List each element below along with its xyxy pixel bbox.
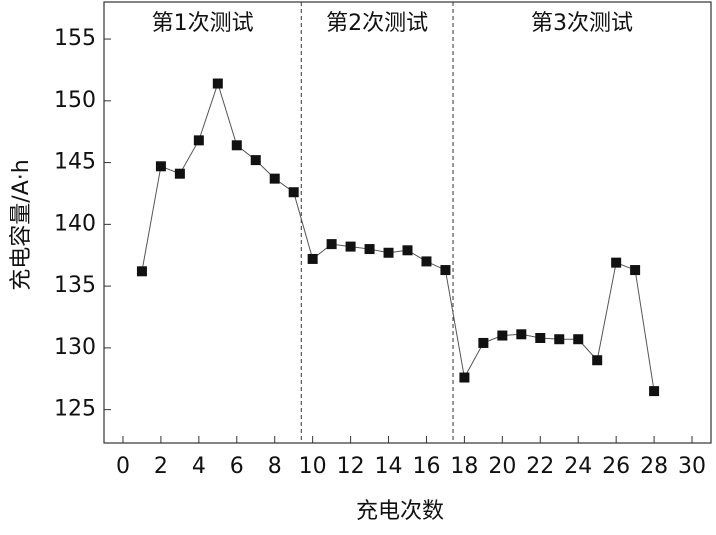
x-tick-label: 12 <box>337 454 365 479</box>
marker <box>136 266 147 277</box>
marker <box>364 244 375 255</box>
section-label: 第2次测试 <box>326 11 428 36</box>
x-tick-label: 2 <box>154 454 168 479</box>
marker <box>345 241 356 252</box>
x-axis-label: 充电次数 <box>356 499 444 524</box>
marker <box>630 265 641 276</box>
marker <box>516 329 527 340</box>
marker <box>611 257 622 268</box>
marker <box>383 247 394 258</box>
marker <box>535 333 546 343</box>
x-tick-label: 14 <box>375 454 403 479</box>
marker <box>592 355 603 366</box>
marker <box>421 256 432 267</box>
marker <box>402 245 413 256</box>
marker <box>174 168 185 179</box>
series-line <box>141 81 655 392</box>
y-tick-label: 125 <box>54 397 96 422</box>
y-tick-label: 155 <box>54 26 96 51</box>
section-label: 第3次测试 <box>531 11 633 36</box>
marker <box>459 372 470 383</box>
x-tick-label: 30 <box>678 454 706 479</box>
marker <box>478 337 489 348</box>
marker <box>212 78 223 89</box>
y-tick-label: 140 <box>54 211 96 236</box>
x-tick-label: 8 <box>268 454 282 479</box>
marker <box>573 334 584 345</box>
x-tick-label: 18 <box>450 454 478 479</box>
y-axis-label: 充电容量/A·h <box>9 159 34 290</box>
x-tick-label: 26 <box>602 454 630 479</box>
marker <box>155 161 166 172</box>
x-tick-label: 24 <box>564 454 592 479</box>
x-tick-label: 10 <box>299 454 327 479</box>
y-tick-label: 135 <box>54 273 96 298</box>
x-tick-label: 16 <box>412 454 440 479</box>
x-tick-label: 6 <box>230 454 244 479</box>
y-tick-label: 150 <box>54 88 96 113</box>
x-tick-label: 22 <box>526 454 554 479</box>
marker <box>231 140 242 151</box>
marker <box>288 187 299 198</box>
marker <box>649 386 660 397</box>
section-label: 第1次测试 <box>152 11 254 36</box>
y-tick-label: 145 <box>54 150 96 175</box>
marker <box>326 239 337 250</box>
marker <box>193 135 204 146</box>
y-tick-label: 130 <box>54 335 96 360</box>
plot-frame <box>103 1 712 444</box>
x-tick-label: 4 <box>192 454 206 479</box>
marker <box>269 173 280 184</box>
x-tick-label: 28 <box>640 454 668 479</box>
x-tick-label: 20 <box>488 454 516 479</box>
marker <box>440 265 451 276</box>
marker <box>250 155 261 166</box>
marker <box>307 253 318 264</box>
x-tick-label: 0 <box>116 454 130 479</box>
marker <box>554 334 565 345</box>
marker <box>497 330 508 341</box>
